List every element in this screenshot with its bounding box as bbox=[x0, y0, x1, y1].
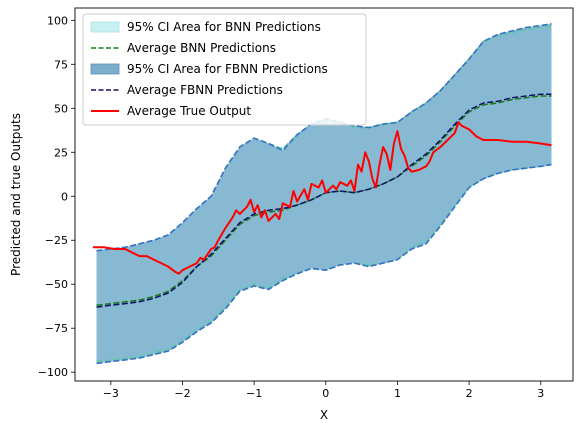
y-tick-label: −25 bbox=[45, 234, 68, 247]
axes-frame bbox=[74, 7, 574, 382]
y-axis: −100 −75 −50 −25 0 25 50 75 100 bbox=[38, 14, 75, 379]
x-tick-label: −3 bbox=[103, 387, 119, 400]
y-tick-label: 75 bbox=[54, 58, 68, 71]
y-tick-label: −100 bbox=[38, 366, 68, 379]
x-tick-label: −1 bbox=[246, 387, 262, 400]
legend-label: Average BNN Predictions bbox=[127, 41, 276, 55]
true-output-line bbox=[92, 121, 552, 275]
y-tick-label: 100 bbox=[47, 14, 68, 27]
x-tick-label: 1 bbox=[394, 387, 401, 400]
y-tick-label: −50 bbox=[45, 278, 68, 291]
y-tick-label: 25 bbox=[54, 146, 68, 159]
x-axis: −3 −2 −1 0 1 2 3 bbox=[103, 381, 544, 400]
x-tick-label: 3 bbox=[537, 387, 544, 400]
y-tick-label: 0 bbox=[61, 190, 68, 203]
legend-box bbox=[82, 13, 367, 126]
legend-swatch bbox=[90, 63, 120, 75]
y-tick-label: −75 bbox=[45, 322, 68, 335]
x-tick-label: −2 bbox=[174, 387, 190, 400]
plot-area bbox=[92, 23, 552, 365]
y-axis-label: Predicted and true Outputs bbox=[9, 113, 23, 276]
x-tick-label: 0 bbox=[322, 387, 329, 400]
legend-label: Average FBNN Predictions bbox=[127, 83, 283, 97]
legend-swatch bbox=[90, 21, 120, 33]
x-tick-label: 2 bbox=[466, 387, 473, 400]
fbnn-ci-lower-line bbox=[96, 163, 552, 365]
legend-label: Average True Output bbox=[127, 104, 251, 118]
legend-label: 95% CI Area for FBNN Predictions bbox=[127, 62, 328, 76]
x-axis-label: X bbox=[320, 408, 328, 422]
legend-label: 95% CI Area for BNN Predictions bbox=[127, 20, 321, 34]
legend: 95% CI Area for BNN Predictions Average B… bbox=[82, 13, 367, 126]
y-tick-label: 50 bbox=[54, 102, 68, 115]
